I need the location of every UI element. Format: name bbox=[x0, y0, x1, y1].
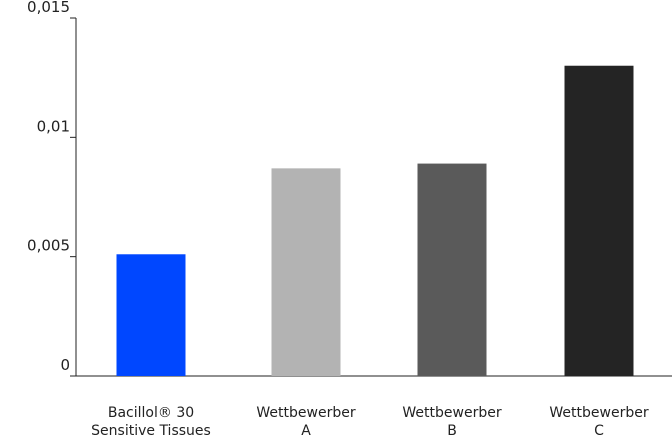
x-tick-label: B bbox=[447, 423, 457, 439]
bar bbox=[417, 163, 487, 376]
x-tick-label: C bbox=[594, 423, 604, 439]
x-tick-label: Wettbewerber bbox=[256, 405, 355, 421]
bar bbox=[271, 168, 341, 376]
x-tick-label: Bacillol® 30 bbox=[108, 405, 194, 421]
y-tick-label: 0 bbox=[60, 356, 70, 374]
bar bbox=[116, 254, 186, 376]
x-tick-label: Sensitive Tissues bbox=[91, 423, 211, 439]
y-axis-ticks: 0 0,005 0,01 0,015 bbox=[27, 0, 76, 377]
y-tick-label: 0,01 bbox=[37, 117, 70, 135]
x-tick-label: Wettbewerber bbox=[549, 405, 648, 421]
x-tick-label: Wettbewerber bbox=[402, 405, 501, 421]
y-tick-label: 0,015 bbox=[27, 0, 70, 16]
x-tick-label: A bbox=[301, 423, 311, 439]
x-axis-labels: Bacillol® 30 Sensitive Tissues Wettbewerbe… bbox=[91, 405, 649, 439]
y-tick-label: 0,005 bbox=[27, 237, 70, 255]
bar bbox=[564, 65, 634, 376]
bars bbox=[116, 65, 634, 376]
